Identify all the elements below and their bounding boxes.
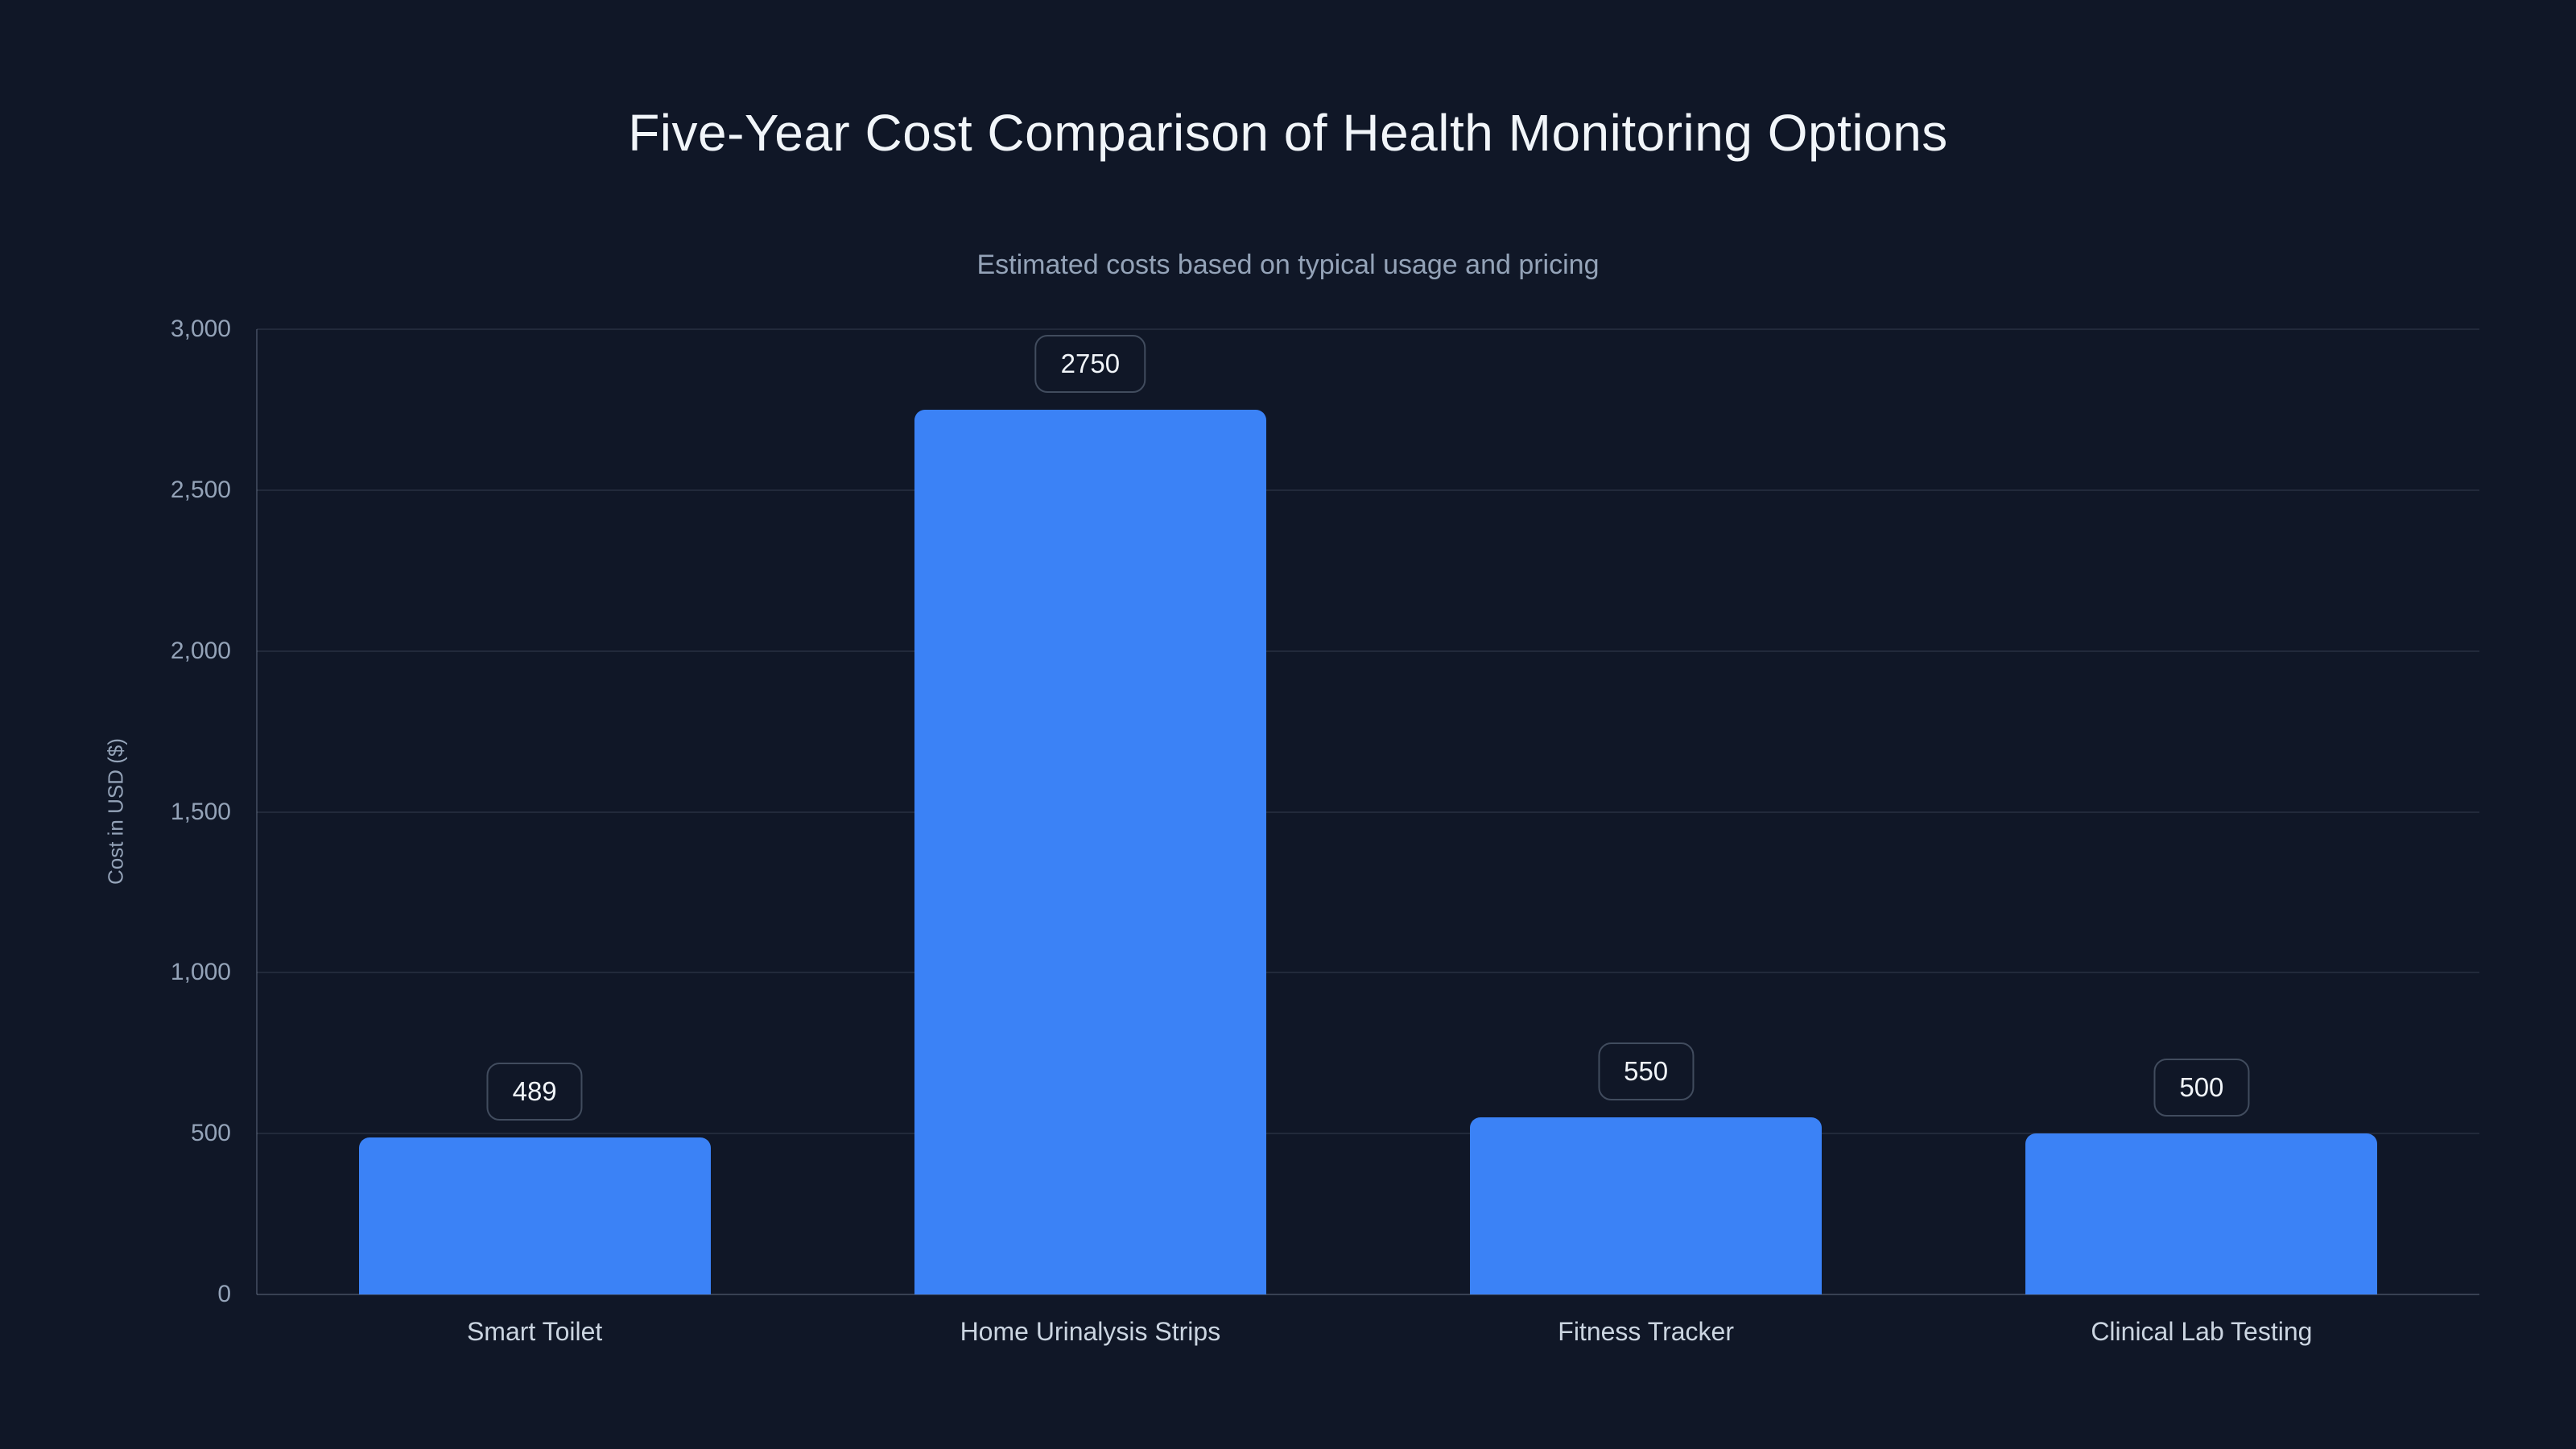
bar-value-badge: 550 xyxy=(1598,1042,1695,1101)
x-axis-label-smart-toilet: Smart Toilet xyxy=(466,1317,603,1346)
bar-clinical-lab-testing[interactable] xyxy=(2025,1133,2378,1294)
gridline-3000 xyxy=(257,328,2479,330)
x-axis-line xyxy=(257,1294,2479,1295)
y-axis-line xyxy=(256,329,258,1294)
x-axis-label-fitness-tracker: Fitness Tracker xyxy=(1558,1317,1734,1346)
gridline-2500 xyxy=(257,489,2479,491)
bar-value-badge: 2750 xyxy=(1034,334,1146,393)
bar-smart-toilet[interactable] xyxy=(358,1137,711,1294)
gridline-500 xyxy=(257,1133,2479,1135)
x-axis-label-clinical-lab-testing: Clinical Lab Testing xyxy=(2091,1317,2313,1346)
gridline-1500 xyxy=(257,811,2479,813)
plot-area: 489 2750 550 500 xyxy=(256,328,2479,1295)
y-axis-tick-label: 3,000 xyxy=(170,316,231,342)
y-axis-tick-label: 1,000 xyxy=(170,959,231,986)
bar-fitness-tracker[interactable] xyxy=(1470,1117,1823,1294)
bar-value-badge: 489 xyxy=(486,1062,583,1121)
gridline-2000 xyxy=(257,650,2479,652)
gridline-1000 xyxy=(257,972,2479,974)
y-axis-tick-label: 0 xyxy=(217,1281,231,1307)
chart-subtitle: Estimated costs based on typical usage a… xyxy=(976,250,1600,280)
bar-home-urinalysis-strips[interactable] xyxy=(914,409,1266,1294)
y-axis-tick-label: 2,000 xyxy=(170,637,231,664)
x-axis-label-home-urinalysis-strips: Home Urinalysis Strips xyxy=(960,1317,1221,1346)
y-axis-tick-label: 2,500 xyxy=(170,476,231,503)
bar-value-badge: 500 xyxy=(2153,1059,2250,1117)
y-axis-tick-label: 1,500 xyxy=(170,798,231,825)
chart-title: Five-Year Cost Comparison of Health Moni… xyxy=(628,104,1948,162)
y-axis-tick-label: 500 xyxy=(190,1120,231,1147)
